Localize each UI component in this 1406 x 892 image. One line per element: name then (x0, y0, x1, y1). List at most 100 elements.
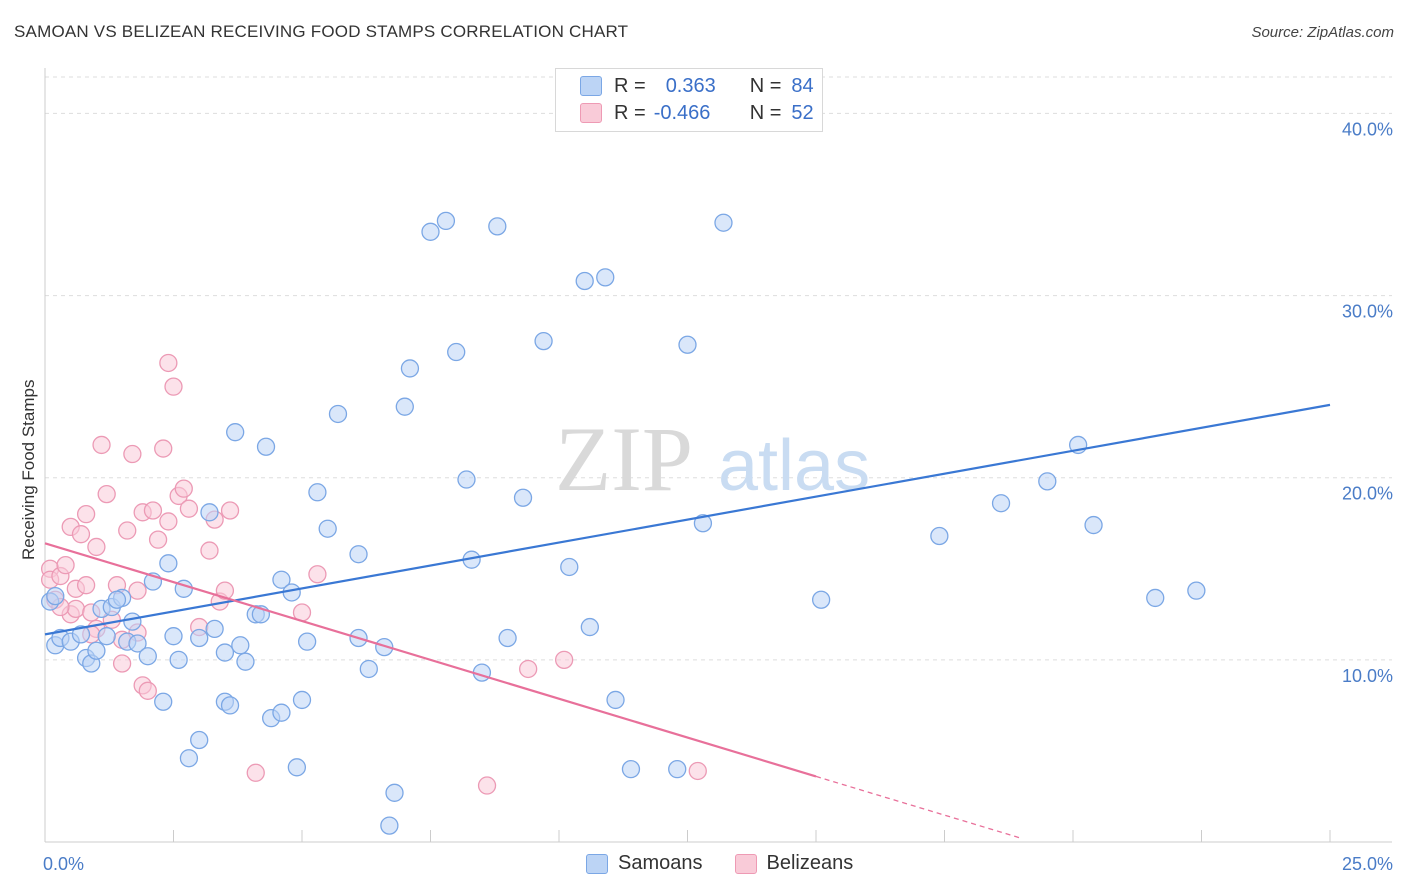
samoan-point (606, 690, 625, 710)
samoan-point (513, 488, 533, 507)
samoan-point (678, 335, 697, 354)
legend-n-label-1: N = (749, 74, 782, 97)
watermark-zip: ZIP (555, 408, 693, 510)
samoan-point (498, 628, 517, 648)
samoan-point (272, 703, 291, 722)
bottom-legend-samoans: Samoans (586, 852, 703, 875)
bottom-legend-samoans-label: Samoans (618, 852, 703, 874)
samoan-point (97, 627, 116, 646)
belizean-point (308, 565, 327, 584)
samoan-point (621, 759, 641, 779)
samoan-point (226, 423, 245, 442)
belizean-point (148, 530, 168, 549)
y-tick-label: 10.0% (1342, 666, 1393, 686)
chart-title: SAMOAN VS BELIZEAN RECEIVING FOOD STAMPS… (14, 22, 629, 41)
samoan-point (488, 217, 507, 236)
bottom-legend-belizeans-label: Belizeans (766, 852, 854, 874)
belizean-point (554, 650, 574, 670)
samoan-point (154, 692, 173, 711)
belizean-point (128, 581, 147, 600)
belizean-point (174, 479, 193, 498)
samoans-points (40, 211, 1206, 835)
samoan-point (457, 470, 476, 489)
x-tick-label-min: 0.0% (43, 854, 84, 874)
legend-row-samoans: R = 0.363 N = 84 (580, 73, 814, 99)
samoan-point (580, 617, 599, 637)
bottom-legend-belizeans: Belizeans (734, 852, 854, 875)
bottom-swatch-blue (586, 853, 608, 874)
legend-n-value-2: 52 (791, 101, 814, 124)
belizean-point (159, 353, 178, 373)
samoan-point (1146, 588, 1165, 608)
samoan-point (272, 570, 291, 589)
samoan-point (575, 271, 594, 291)
samoan-point (991, 494, 1011, 513)
samoan-point (292, 690, 312, 710)
samoan-point (123, 612, 142, 631)
samoan-point (87, 641, 106, 660)
samoan-point (668, 759, 687, 779)
samoan-point (811, 590, 831, 609)
legend-row-belizeans: R = -0.466 N = 52 (580, 100, 814, 126)
belizean-point (179, 499, 199, 518)
samoan-point (297, 632, 317, 651)
y-axis-label: Receiving Food Stamps (19, 380, 38, 560)
grid-lines (45, 76, 1392, 661)
belizean-point (76, 504, 96, 524)
belizean-point (215, 581, 235, 600)
belizean-point (164, 377, 183, 396)
samoan-point (179, 749, 199, 768)
trend-lines (44, 403, 1331, 839)
samoan-point (190, 628, 209, 648)
samoan-point (138, 647, 157, 666)
samoan-point (395, 397, 414, 416)
samoan-point (205, 619, 224, 639)
belizean-point (519, 659, 538, 679)
samoan-point (200, 503, 219, 522)
samoan-point (220, 696, 240, 715)
legend-r-label-2: R = (614, 101, 646, 124)
samoan-point (107, 590, 127, 609)
legend-r-value-1: 0.363 (665, 74, 716, 97)
samoan-point (236, 652, 255, 671)
samoan-point (46, 586, 65, 606)
belizean-point (159, 512, 178, 531)
belizean-point (92, 435, 111, 455)
belizeans-trend-line (44, 542, 817, 778)
belizean-point (76, 576, 96, 595)
samoan-point (318, 519, 337, 538)
samoan-point (534, 331, 553, 351)
samoan-point (930, 526, 949, 546)
belizean-point (143, 501, 163, 520)
belizean-point (220, 501, 240, 520)
axes (44, 68, 1392, 843)
samoan-point (714, 213, 733, 232)
legend-r-value-2: -0.466 (653, 101, 711, 124)
belizean-point (112, 654, 132, 673)
y-tick-label: 20.0% (1342, 484, 1393, 504)
samoan-point (287, 758, 307, 777)
samoan-point (349, 545, 368, 564)
samoan-point (560, 557, 579, 577)
belizean-point (138, 681, 157, 700)
belizean-point (56, 555, 75, 575)
legend-swatch-blue (580, 76, 602, 96)
belizean-point (118, 521, 137, 540)
belizean-point (200, 541, 219, 560)
source-label: Source: ZipAtlas.com (1251, 24, 1394, 41)
bottom-legend: Samoans Belizeans (586, 852, 885, 875)
samoan-point (169, 650, 188, 670)
samoan-point (693, 514, 713, 533)
samoan-point (328, 404, 348, 424)
samoan-point (256, 437, 276, 456)
belizean-point (87, 537, 106, 557)
belizean-point (246, 763, 265, 782)
belizean-point (123, 444, 142, 464)
samoan-point (436, 211, 456, 231)
samoan-point (159, 554, 178, 573)
samoan-point (215, 643, 235, 662)
legend-swatch-pink (580, 103, 602, 123)
x-tick-label-max: 25.0% (1342, 854, 1393, 874)
samoan-point (71, 625, 91, 644)
